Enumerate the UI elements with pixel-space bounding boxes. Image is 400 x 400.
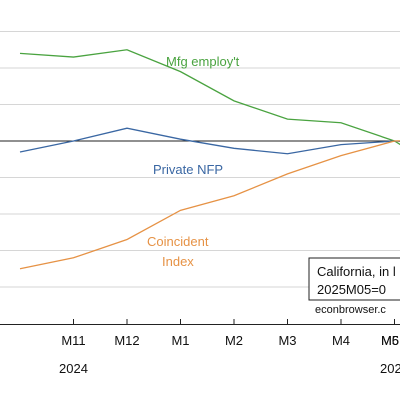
series-line-1	[19, 127, 400, 155]
annotation-box	[308, 257, 400, 301]
series-label-mfg: Mfg employ't	[166, 54, 240, 69]
x-tick-label: M2	[225, 333, 243, 348]
annotation-line2: 2025M05=0	[317, 282, 386, 297]
year-label: 2025	[380, 361, 400, 376]
x-tick-label: M11	[61, 333, 85, 348]
series-label-coincident-line1: Coincident	[147, 234, 209, 249]
series-line-0	[19, 49, 400, 146]
x-tick-label: M6	[381, 333, 399, 348]
series-lines	[19, 49, 400, 270]
year-labels: 2024 2025	[59, 361, 400, 376]
x-ticks	[73, 319, 395, 324]
series-label-private-nfp: Private NFP	[153, 162, 223, 177]
annotation-line1: California, in l	[317, 264, 396, 279]
year-label: 2024	[59, 361, 88, 376]
x-tick-label: M12	[114, 333, 139, 348]
series-label-coincident-line2: Index	[162, 254, 194, 269]
x-tick-label: M3	[278, 333, 296, 348]
x-tick-label: M5	[381, 333, 399, 348]
credit-text: econbrowser.c	[315, 304, 386, 316]
series-line-2	[19, 140, 400, 270]
x-tick-label: M1	[171, 333, 189, 348]
x-tick-label: M4	[332, 333, 350, 348]
